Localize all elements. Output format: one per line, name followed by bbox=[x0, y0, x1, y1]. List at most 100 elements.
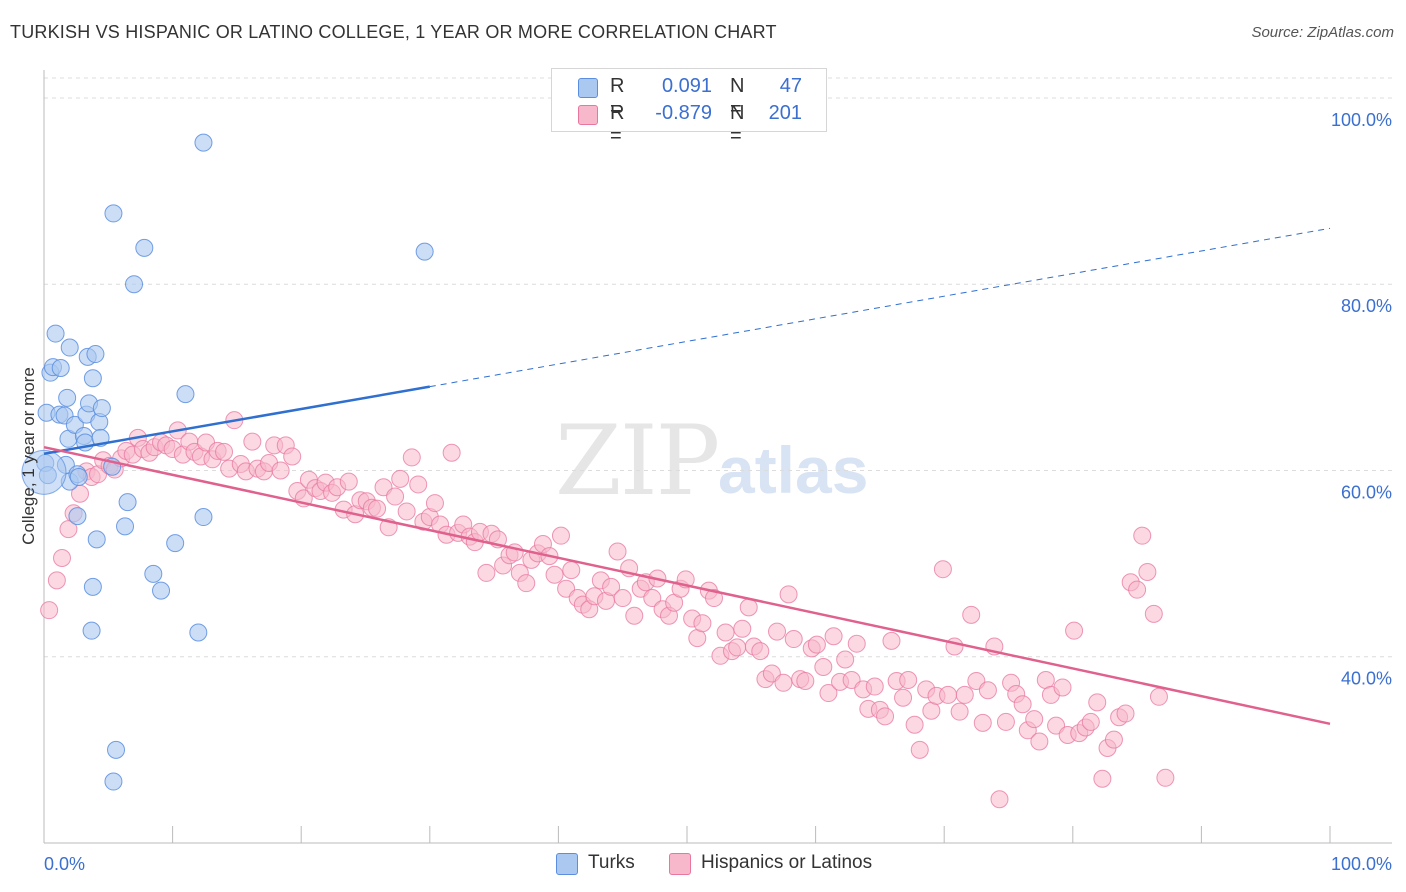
axes-layer bbox=[43, 70, 1392, 844]
labels-layer: 40.0% 60.0% 80.0% 100.0% 0.0% 100.0% College, … bbox=[19, 110, 1392, 874]
legend-n-value: 47 bbox=[779, 75, 802, 97]
turks-trend-extension bbox=[429, 227, 1331, 388]
correlation-legend: R = 0.091 N = 47 R = -0.879 N = 201 bbox=[551, 68, 827, 147]
legend-n-value: 201 bbox=[768, 102, 802, 124]
hispanic-point bbox=[625, 606, 644, 625]
hispanic-point bbox=[53, 549, 72, 568]
hispanic-point bbox=[1116, 704, 1135, 723]
hispanic-point bbox=[1133, 526, 1152, 545]
hispanic-point bbox=[955, 685, 974, 704]
hispanic-point bbox=[1030, 732, 1049, 751]
watermark-zip: ZIP bbox=[555, 405, 720, 517]
hispanic-point bbox=[978, 681, 997, 700]
hispanic-trend-line bbox=[43, 445, 1331, 726]
turks-point bbox=[166, 534, 185, 553]
hispanic-point bbox=[973, 713, 992, 732]
turks-point bbox=[51, 359, 70, 378]
hispanic-point bbox=[933, 560, 952, 579]
turks-point bbox=[176, 385, 195, 404]
hispanic-point bbox=[962, 605, 981, 624]
hispanic-point bbox=[905, 715, 924, 734]
turks-point bbox=[92, 399, 111, 418]
hispanic-point bbox=[739, 598, 758, 617]
hispanic-point bbox=[271, 461, 290, 480]
hispanic-point bbox=[425, 494, 444, 513]
turks-point bbox=[60, 338, 79, 357]
y-tick-label: 100.0% bbox=[1331, 110, 1392, 130]
hispanic-point bbox=[733, 619, 752, 638]
legend-r-value: 0.091 bbox=[661, 75, 712, 97]
turks-point bbox=[58, 388, 77, 407]
hispanic-point bbox=[899, 671, 918, 690]
turks-point-large bbox=[21, 449, 67, 495]
turks-point bbox=[118, 493, 137, 512]
hispanic-point bbox=[1025, 710, 1044, 729]
series-swatch-turks bbox=[556, 853, 578, 875]
turks-point bbox=[194, 508, 213, 527]
source-label: Source: ZipAtlas.com bbox=[1251, 24, 1394, 41]
hispanic-point bbox=[784, 630, 803, 649]
hispanic-point bbox=[814, 657, 833, 676]
turks-point bbox=[144, 564, 163, 583]
turks-point bbox=[69, 467, 88, 486]
hispanic-point bbox=[243, 432, 262, 451]
hispanic-point bbox=[894, 688, 913, 707]
hispanic-point bbox=[47, 571, 66, 590]
series-label-hispanics: Hispanics or Latinos bbox=[701, 852, 873, 873]
hispanic-point bbox=[1013, 695, 1032, 714]
hispanic-point bbox=[1081, 712, 1100, 731]
hispanic-point bbox=[824, 627, 843, 646]
y-tick-label: 60.0% bbox=[1341, 482, 1392, 502]
hispanic-point bbox=[716, 623, 735, 642]
hispanic-point bbox=[545, 565, 564, 584]
hispanic-point bbox=[796, 671, 815, 690]
hispanic-point bbox=[40, 601, 59, 620]
hispanic-point bbox=[397, 502, 416, 521]
legend-r-label: R = bbox=[610, 102, 625, 147]
hispanic-point bbox=[768, 622, 787, 641]
turks-point bbox=[189, 623, 208, 642]
hispanic-point bbox=[562, 561, 581, 580]
turks-point bbox=[87, 530, 106, 549]
hispanic-point bbox=[865, 677, 884, 696]
hispanic-point bbox=[517, 574, 536, 593]
grid-layer bbox=[44, 77, 1392, 658]
hispanic-point bbox=[876, 707, 895, 726]
hispanic-point bbox=[386, 487, 405, 506]
y-tick-label: 40.0% bbox=[1341, 669, 1392, 689]
hispanic-point bbox=[836, 650, 855, 669]
legend-r-label: R = bbox=[610, 75, 625, 120]
hispanic-point bbox=[368, 499, 387, 518]
y-axis-label: College, 1 year or more bbox=[19, 367, 38, 545]
hispanic-point bbox=[990, 790, 1009, 809]
hispanic-point bbox=[1093, 769, 1112, 788]
hispanic-point bbox=[751, 642, 770, 661]
y-tick-label: 80.0% bbox=[1341, 296, 1392, 316]
hispanic-point bbox=[643, 589, 662, 608]
hispanic-point bbox=[1128, 580, 1147, 599]
turks-point bbox=[68, 507, 87, 526]
hispanic-point bbox=[551, 526, 570, 545]
hispanic-point bbox=[613, 589, 632, 608]
hispanic-point bbox=[996, 712, 1015, 731]
turks-trend-line bbox=[43, 385, 431, 455]
hispanic-point bbox=[1104, 730, 1123, 749]
trend-layer bbox=[43, 227, 1331, 726]
turks-point bbox=[135, 238, 154, 257]
hispanic-point bbox=[774, 673, 793, 692]
hispanic-point bbox=[1149, 687, 1168, 706]
turks-point bbox=[116, 517, 135, 536]
turks-point bbox=[415, 242, 434, 261]
turks-point bbox=[46, 324, 65, 343]
hispanic-point bbox=[950, 702, 969, 721]
x-tick-label: 0.0% bbox=[44, 854, 85, 874]
turks-point bbox=[104, 772, 123, 791]
hispanic-point bbox=[910, 740, 929, 759]
chart-title: TURKISH VS HISPANIC OR LATINO COLLEGE, 1… bbox=[10, 22, 777, 42]
hispanic-point bbox=[608, 542, 627, 561]
hispanic-point bbox=[705, 589, 724, 608]
turks-point bbox=[194, 133, 213, 152]
hispanic-point bbox=[1065, 621, 1084, 640]
hispanic-point bbox=[693, 614, 712, 633]
